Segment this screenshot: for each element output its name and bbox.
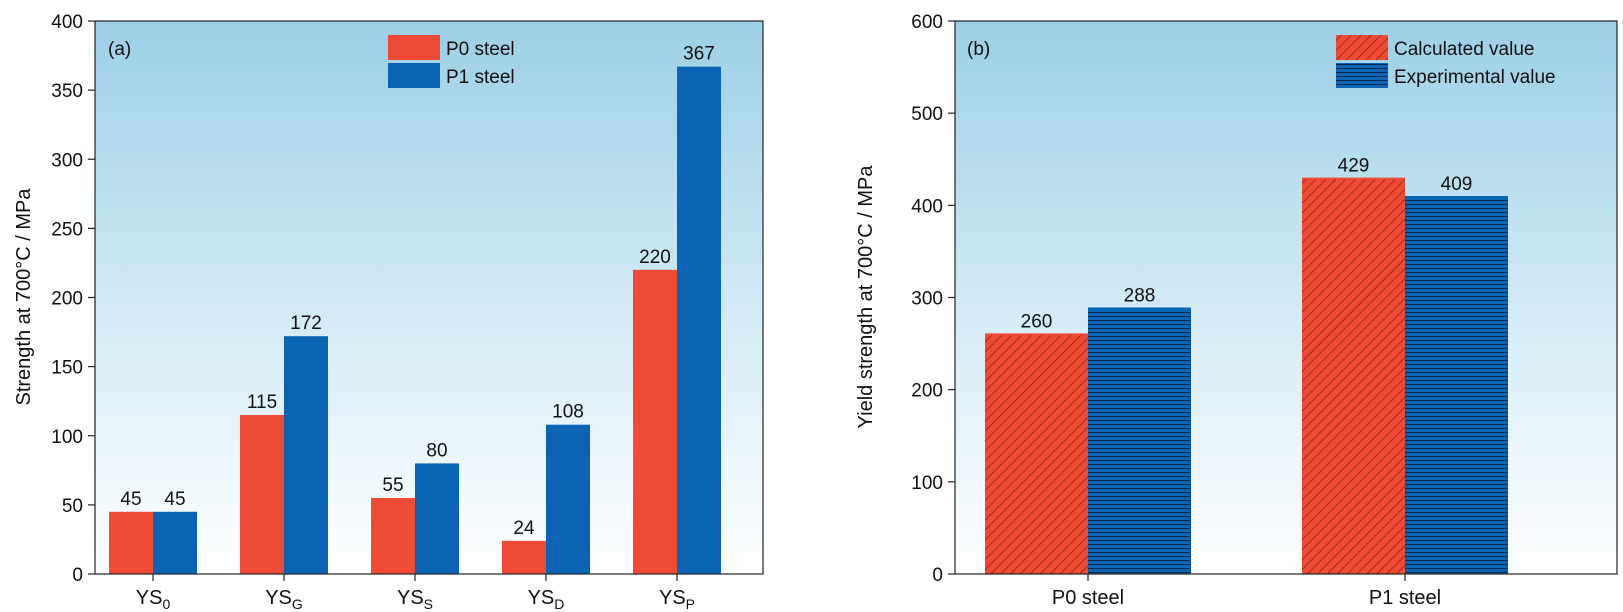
bar-value-label: 429	[1338, 156, 1370, 177]
value-labels-b: 260 288 429 409	[1021, 156, 1473, 333]
bar-a-s1-c1	[284, 336, 328, 574]
bars-b	[985, 177, 1508, 575]
legend-label-calculated: Calculated value	[1394, 39, 1534, 60]
bar-b-s0-c0	[985, 334, 1088, 574]
legend-swatch-p1	[388, 63, 440, 88]
x-tick-label: YSS	[397, 587, 433, 612]
bar-a-s0-c3	[502, 540, 546, 574]
bar-value-label: 80	[426, 440, 447, 461]
y-axis-label-b: Yield strength at 700°C / MPa	[855, 165, 877, 429]
legend-swatch-experimental	[1336, 63, 1388, 88]
bar-value-label: 409	[1441, 174, 1473, 195]
y-tick-label: 500	[911, 104, 943, 125]
legend-a: P0 steel P1 steel	[388, 35, 515, 88]
x-tick-label: YS0	[136, 587, 171, 612]
bar-value-label: 115	[247, 392, 277, 413]
y-tick-label: 0	[72, 565, 83, 586]
bar-b-s1-c1	[1405, 197, 1508, 574]
y-tick-label: 100	[911, 473, 943, 494]
legend-b: Calculated value Experimental value	[1336, 35, 1556, 88]
bars-a	[109, 66, 721, 574]
panel-label-b: (b)	[967, 39, 990, 60]
legend-label-p1: P1 steel	[446, 67, 515, 88]
x-tick-label: YSD	[528, 587, 565, 612]
x-tick-label: YSG	[265, 587, 303, 612]
y-tick-label: 400	[911, 196, 943, 217]
y-tick-label: 0	[932, 565, 943, 586]
legend-swatch-calculated	[1336, 35, 1388, 60]
y-axis-ticks-b: 0 100 200 300 400 500 600	[911, 12, 955, 586]
bar-value-label: 220	[639, 247, 671, 268]
y-tick-label: 150	[51, 358, 83, 379]
y-tick-label: 300	[911, 289, 943, 310]
y-tick-label: 200	[51, 289, 83, 310]
bar-b-s0-c1	[1302, 178, 1405, 575]
bar-a-s0-c4	[633, 269, 677, 574]
bar-a-s1-c3	[546, 424, 590, 574]
bar-value-label: 45	[164, 489, 185, 510]
bar-a-s0-c2	[371, 497, 415, 574]
bar-value-label: 45	[120, 489, 141, 510]
x-tick-label: YSP	[659, 587, 695, 612]
bar-value-label: 260	[1021, 311, 1053, 332]
y-tick-label: 100	[51, 427, 83, 448]
y-axis-label-a: Strength at 700°C / MPa	[13, 188, 35, 406]
y-tick-label: 600	[911, 12, 943, 33]
bar-a-s0-c1	[240, 415, 284, 574]
panel-b: 260 288 429 409 0 100 200 300 400 500 600 P0 stee…	[855, 12, 1618, 609]
y-axis-ticks-a: 0 50 100 150 200 250 300 350 400	[51, 12, 95, 586]
bar-a-s1-c4	[677, 66, 721, 574]
bar-value-label: 55	[382, 475, 403, 496]
bar-value-label: 24	[513, 518, 535, 539]
y-tick-label: 350	[51, 81, 83, 102]
x-tick-label: P1 steel	[1369, 587, 1441, 609]
bar-value-label: 108	[552, 402, 584, 423]
bar-value-label: 172	[290, 313, 322, 334]
bar-value-label: 367	[683, 44, 715, 65]
panel-a: 45 45 115 172 55 80 24 108 220 367 0 50 100 150 200 25…	[13, 12, 764, 612]
y-tick-label: 300	[51, 150, 83, 171]
bar-a-s0-c0	[109, 511, 153, 574]
bar-value-label: 288	[1124, 286, 1156, 307]
bar-b-s1-c0	[1088, 308, 1191, 574]
bar-a-s1-c2	[415, 463, 459, 574]
value-labels-a: 45 45 115 172 55 80 24 108 220 367	[120, 44, 714, 539]
legend-swatch-p0	[388, 35, 440, 60]
y-tick-label: 50	[62, 496, 83, 517]
y-tick-label: 250	[51, 219, 83, 240]
panel-label-a: (a)	[108, 39, 131, 60]
y-tick-label: 200	[911, 381, 943, 402]
legend-label-experimental: Experimental value	[1394, 67, 1556, 88]
x-axis-ticks-b: P0 steel P1 steel	[1052, 574, 1441, 609]
x-axis-ticks-a: YS0 YSG YSS YSD YSP	[136, 574, 695, 612]
legend-label-p0: P0 steel	[446, 39, 515, 60]
x-tick-label: P0 steel	[1052, 587, 1124, 609]
bar-a-s1-c0	[153, 511, 197, 574]
y-tick-label: 400	[51, 12, 83, 33]
